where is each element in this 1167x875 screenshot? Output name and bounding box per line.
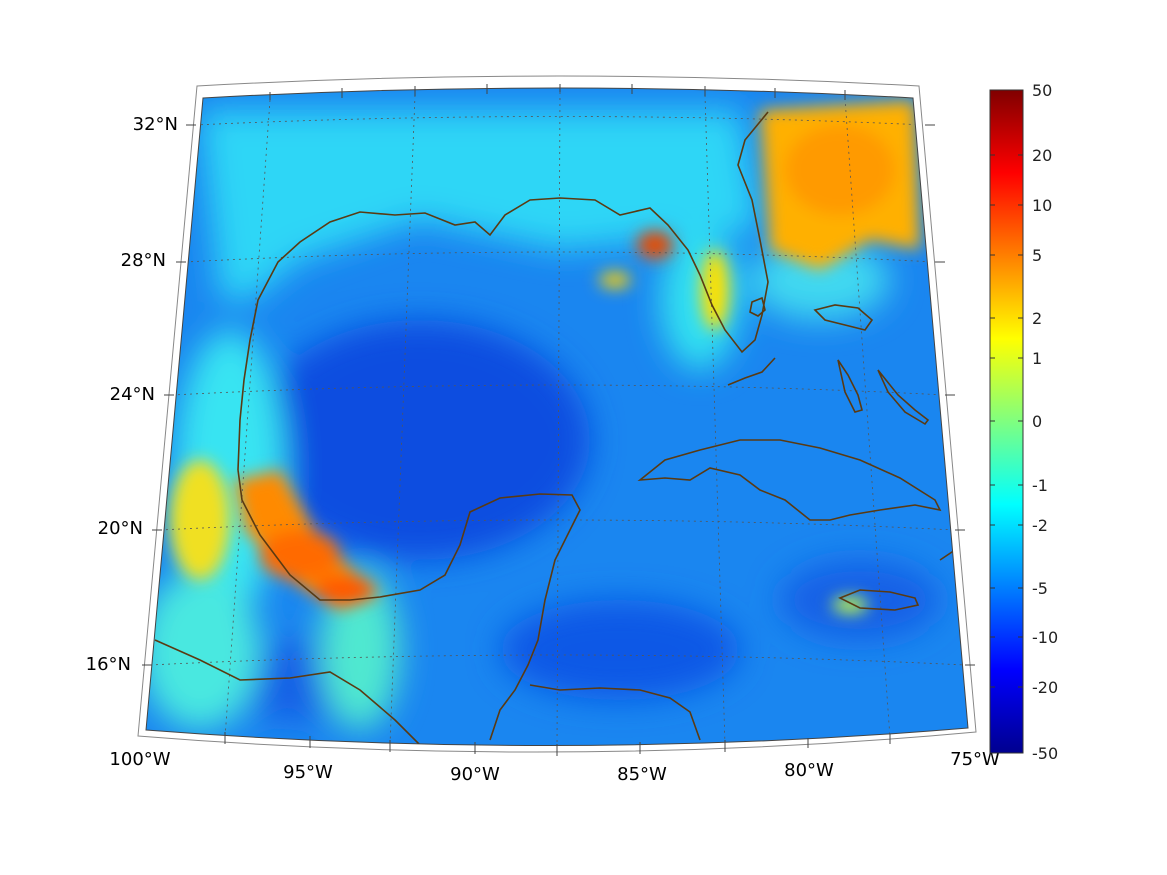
- lat-label-20: 20°N: [98, 518, 143, 539]
- lon-label-100w: 100°W: [109, 749, 170, 770]
- colorbar-labels: 50 20 10 5 2 1 0 -1 -2 -5 -10 -20 -50: [1032, 81, 1058, 763]
- lon-label-80w: 80°W: [784, 760, 834, 781]
- lat-label-32: 32°N: [133, 114, 178, 135]
- lon-label-95w: 95°W: [283, 762, 333, 783]
- latitude-labels: 32°N 28°N 24°N 20°N 16°N: [86, 114, 178, 675]
- lat-label-28: 28°N: [121, 250, 166, 271]
- lat-label-24: 24°N: [110, 384, 155, 405]
- colorbar-label: -1: [1032, 476, 1048, 495]
- colorbar-label: 5: [1032, 246, 1042, 265]
- map-frame: [137, 75, 977, 756]
- colorbar-label: 50: [1032, 81, 1052, 100]
- coastline: [154, 111, 966, 746]
- colorbar-label: 1: [1032, 349, 1042, 368]
- colorbar-ticks: [990, 154, 1023, 688]
- colorbar: 50 20 10 5 2 1 0 -1 -2 -5 -10 -20 -50: [989, 81, 1058, 763]
- colorbar-label: -20: [1032, 678, 1058, 697]
- longitude-labels: 100°W 95°W 90°W 85°W 80°W 75°W: [109, 749, 1000, 785]
- colorbar-label: 2: [1032, 309, 1042, 328]
- color-field: [146, 88, 968, 746]
- lon-label-90w: 90°W: [450, 764, 500, 785]
- lon-label-85w: 85°W: [617, 764, 667, 785]
- colorbar-label: 0: [1032, 412, 1042, 431]
- colorbar-label: -50: [1032, 744, 1058, 763]
- colorbar-label: 20: [1032, 146, 1052, 165]
- graticule: [149, 91, 966, 746]
- colorbar-label: -10: [1032, 628, 1058, 647]
- colorbar-gradient: [989, 89, 1024, 754]
- lon-label-75w: 75°W: [950, 749, 1000, 770]
- colorbar-label: -5: [1032, 579, 1048, 598]
- colorbar-label: -2: [1032, 516, 1048, 535]
- colorbar-label: 10: [1032, 196, 1052, 215]
- lat-label-16: 16°N: [86, 654, 131, 675]
